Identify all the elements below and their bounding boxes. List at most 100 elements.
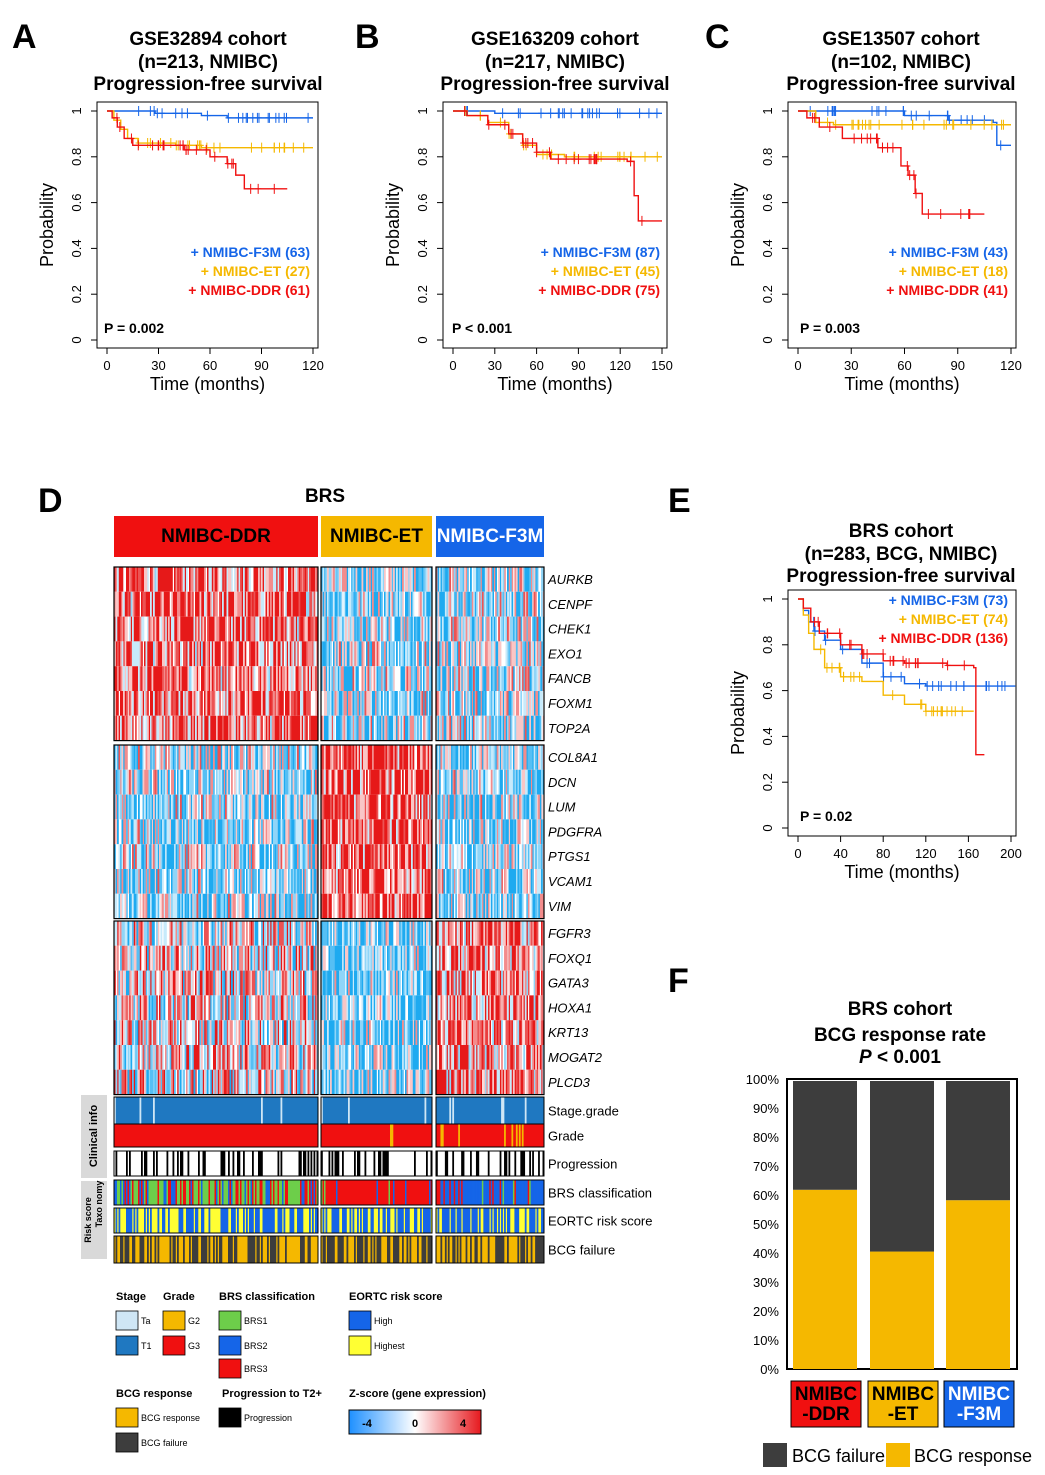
gene-label: CENPF [548, 597, 593, 612]
x-axis-label: Time (months) [150, 374, 265, 394]
censor-mark [186, 140, 193, 151]
heatmap-cells [438, 945, 540, 971]
censor-mark [887, 671, 894, 682]
heatmap-cells [458, 666, 530, 691]
heatmap-cells [443, 819, 539, 845]
censor-mark [461, 106, 468, 116]
censor-mark [822, 635, 829, 646]
heatmap-cells [440, 745, 545, 770]
censor-mark [880, 648, 887, 659]
y-tick-label: 0.8 [760, 636, 775, 654]
track-cell [264, 1180, 266, 1205]
heatmap-cells [456, 616, 531, 642]
track-cell [366, 1180, 368, 1205]
censor-mark [598, 151, 605, 162]
censor-mark [957, 209, 964, 220]
y-tick-label: 0.4 [760, 727, 775, 745]
heatmap-cells [321, 591, 421, 617]
track-cell [226, 1180, 229, 1205]
heatmap-cells [115, 945, 299, 971]
censor-mark [997, 140, 1004, 151]
y-tick-label: 70% [753, 1159, 779, 1174]
gene-label: VIM [548, 899, 571, 914]
track-cell [517, 1180, 520, 1205]
censor-mark [832, 119, 839, 130]
track-cell [238, 1180, 241, 1205]
track-cell [393, 1180, 395, 1205]
heatmap-cells [379, 995, 382, 1021]
track-cell [162, 1180, 164, 1205]
km-plot-c: GSE13507 cohort(n=102, NMIBC)Progression… [728, 29, 1022, 394]
chart-title-line: Progression-free survival [786, 566, 1015, 587]
heatmap-cells [327, 666, 427, 691]
heatmap-cells [117, 1020, 308, 1045]
x-tick-label: 90 [571, 358, 585, 373]
track-cell [127, 1180, 130, 1205]
heatmap-block-border [435, 566, 545, 742]
x-tick-label: 0 [794, 358, 801, 373]
track-cell [424, 1180, 427, 1205]
x-tick-label: 30 [488, 358, 502, 373]
p-value: P = 0.02 [800, 808, 853, 824]
heatmap-cells [327, 844, 400, 869]
category-label: -F3M [957, 1404, 1001, 1425]
track-cell [489, 1180, 492, 1205]
y-tick-label: 0 [760, 336, 775, 343]
track-cell [165, 1180, 167, 1205]
heatmap-cells [124, 616, 308, 642]
track-cell [486, 1180, 489, 1205]
heatmap-cells [325, 616, 430, 642]
heatmap-cells [121, 666, 316, 691]
heatmap-cells [118, 591, 307, 617]
heatmap-cells [449, 715, 527, 741]
track-cell [372, 1180, 374, 1205]
track-base [321, 1097, 432, 1124]
track-cell [292, 1180, 295, 1205]
legend-entry: + NMIBC-F3M (43) [889, 244, 1008, 260]
legend-swatch-g2 [162, 1310, 186, 1331]
track-base [436, 1151, 544, 1176]
legend-entry: + NMIBC-ET (74) [899, 611, 1008, 627]
track-cell [402, 1180, 404, 1205]
heatmap-cells [455, 869, 502, 894]
track-cell [412, 1180, 415, 1205]
censor-mark [898, 671, 905, 682]
heatmap-cells [449, 970, 523, 996]
track-cell [210, 1180, 212, 1205]
panel-label-a: A [12, 18, 37, 56]
track-cell [282, 1180, 284, 1205]
censor-mark [230, 158, 237, 169]
track-cell [354, 1180, 356, 1205]
heatmap-cells [322, 1045, 424, 1070]
legend-swatch-bcg-failure [115, 1432, 139, 1453]
track-cell [222, 1180, 224, 1205]
heatmap-cells [467, 641, 533, 667]
track-cell [388, 1180, 391, 1205]
track-cell [423, 1180, 425, 1205]
track-cell [490, 1180, 493, 1205]
heatmap-cells [126, 1069, 311, 1095]
track-label: EORTC risk score [548, 1214, 653, 1229]
track-cell [400, 1180, 403, 1205]
track-cell [114, 1180, 116, 1205]
censor-mark [113, 112, 120, 123]
censor-mark [952, 706, 959, 717]
gene-label: KRT13 [548, 1025, 589, 1040]
heatmap-cells [117, 995, 319, 1021]
track-cell [399, 1180, 401, 1205]
heatmap-cells [114, 921, 305, 946]
track-cell [361, 1180, 364, 1205]
heatmap-cells [138, 1069, 296, 1095]
track-cell [201, 1180, 203, 1205]
heatmap-cells [120, 970, 293, 996]
group-label: NMIBC-DDR [161, 526, 271, 547]
censor-mark [271, 183, 278, 194]
censor-mark [135, 106, 142, 116]
censor-mark [848, 639, 855, 650]
heatmap-block-border [113, 920, 319, 1096]
censor-mark [830, 106, 837, 116]
y-tick-label: 0.6 [760, 682, 775, 700]
y-tick-label: 1 [760, 595, 775, 602]
